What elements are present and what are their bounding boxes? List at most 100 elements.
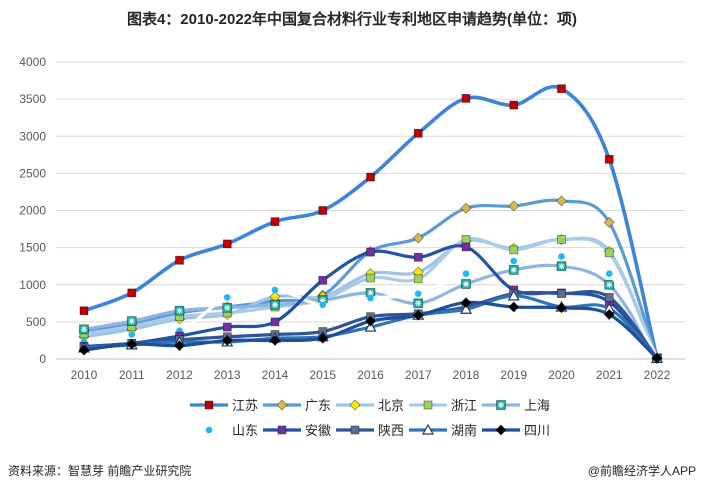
data-point-3-8 <box>461 235 471 244</box>
data-point-1-10 <box>556 195 567 207</box>
legend-marker <box>421 423 435 435</box>
legend-marker <box>205 426 213 434</box>
y-tick-label: 3500 <box>19 92 46 106</box>
x-tick-label: 2018 <box>453 368 480 382</box>
x-tick-label: 2019 <box>500 368 527 382</box>
legend-label: 江苏 <box>232 398 258 413</box>
legend-item-7: 陕西 <box>336 423 404 438</box>
data-point-9-11 <box>603 308 615 320</box>
data-point-0-3 <box>222 239 232 249</box>
y-tick-label: 0 <box>39 352 46 366</box>
data-point-1-7 <box>412 232 424 244</box>
series-9 <box>78 297 663 364</box>
x-tick-label: 2021 <box>596 368 623 382</box>
legend-label: 湖南 <box>451 423 477 438</box>
data-point-5-3 <box>223 294 231 301</box>
data-point-4-3 <box>222 302 233 313</box>
data-point-0-11 <box>604 154 614 164</box>
data-point-9-8 <box>460 297 472 309</box>
data-point-5-5 <box>319 301 327 309</box>
data-point-9-6 <box>365 315 376 327</box>
data-point-6-8 <box>461 242 471 252</box>
data-point-0-5 <box>318 206 328 215</box>
x-tick-label: 2016 <box>357 368 384 382</box>
data-point-4-4 <box>270 299 280 310</box>
legend-marker <box>277 425 287 435</box>
data-point-1-8 <box>460 202 472 214</box>
data-point-0-6 <box>366 172 375 182</box>
data-point-5-9 <box>510 257 518 265</box>
data-point-0-8 <box>461 94 471 103</box>
legend-item-5: 山东 <box>190 423 258 438</box>
legend-label: 上海 <box>524 398 550 413</box>
data-point-4-7 <box>413 298 424 309</box>
legend-marker <box>495 424 507 436</box>
y-tick-label: 1000 <box>19 278 46 292</box>
legend-label: 北京 <box>378 398 404 413</box>
data-point-0-9 <box>509 100 519 110</box>
data-point-9-12 <box>651 352 663 364</box>
data-point-7-10 <box>557 289 566 299</box>
x-tick-label: 2017 <box>405 368 432 382</box>
x-tick-label: 2010 <box>71 368 98 382</box>
data-point-7-11 <box>604 293 614 302</box>
x-tick-label: 2012 <box>166 368 193 382</box>
legend-item-0: 江苏 <box>190 398 258 413</box>
x-tick-label: 2013 <box>214 368 241 382</box>
data-point-4-2 <box>174 305 185 316</box>
data-point-8-8 <box>459 303 473 314</box>
data-point-5-10 <box>558 253 565 260</box>
y-tick-label: 2000 <box>19 204 46 218</box>
source-note: 资料来源：智慧芽 前瞻产业研究院 <box>8 463 191 478</box>
data-point-3-11 <box>604 248 614 258</box>
series-group <box>77 84 664 364</box>
data-point-0-4 <box>270 217 280 226</box>
y-tick-label: 4000 <box>19 55 46 69</box>
series-4 <box>79 261 662 364</box>
x-tick-label: 2020 <box>548 368 575 382</box>
data-point-9-5 <box>317 332 329 344</box>
legend-marker <box>204 400 214 410</box>
data-point-5-4 <box>271 286 279 294</box>
data-point-4-11 <box>604 279 615 290</box>
data-point-1-9 <box>508 200 520 212</box>
data-point-9-10 <box>556 302 567 314</box>
x-tick-label: 2011 <box>119 368 145 382</box>
data-point-5-1 <box>128 331 136 338</box>
series-5 <box>80 253 661 362</box>
legend-marker <box>350 425 360 435</box>
data-point-6-4 <box>270 317 280 327</box>
data-point-5-11 <box>605 270 613 277</box>
legend-label: 山东 <box>232 423 258 438</box>
legend-label: 浙江 <box>451 398 477 413</box>
data-point-4-0 <box>79 324 89 335</box>
data-point-6-7 <box>413 252 423 262</box>
legend-item-2: 北京 <box>336 398 404 413</box>
legend-item-8: 湖南 <box>409 423 477 438</box>
data-point-4-9 <box>508 265 519 275</box>
data-point-0-10 <box>557 84 566 94</box>
data-point-3-9 <box>509 245 519 255</box>
data-point-6-5 <box>318 275 328 285</box>
chart-title: 图表4：2010-2022年中国复合材料行业专利地区申请趋势(单位：项) <box>127 10 577 28</box>
data-point-9-9 <box>508 301 520 313</box>
x-tick-label: 2022 <box>644 368 671 382</box>
legend-label: 安徽 <box>305 423 331 438</box>
data-point-0-7 <box>413 128 423 138</box>
y-axis-tick-labels: 0 500 1000 1500 2000 2500 3000 3500 4000 <box>19 55 46 366</box>
legend-item-1: 广东 <box>263 398 331 413</box>
y-tick-label: 2500 <box>19 166 46 180</box>
data-point-9-3 <box>221 334 233 346</box>
legend-label: 广东 <box>305 398 331 413</box>
x-axis-tick-labels: 2010 2011 2012 2013 2014 2015 2016 2017 2018 2019… <box>71 368 671 382</box>
data-point-8-9 <box>507 289 520 301</box>
data-point-6-6 <box>366 247 375 257</box>
data-point-0-0 <box>79 306 89 316</box>
legend-label: 陕西 <box>378 423 404 438</box>
legend-marker <box>496 400 506 410</box>
data-point-3-7 <box>413 274 423 284</box>
legend-item-4: 上海 <box>482 398 550 413</box>
